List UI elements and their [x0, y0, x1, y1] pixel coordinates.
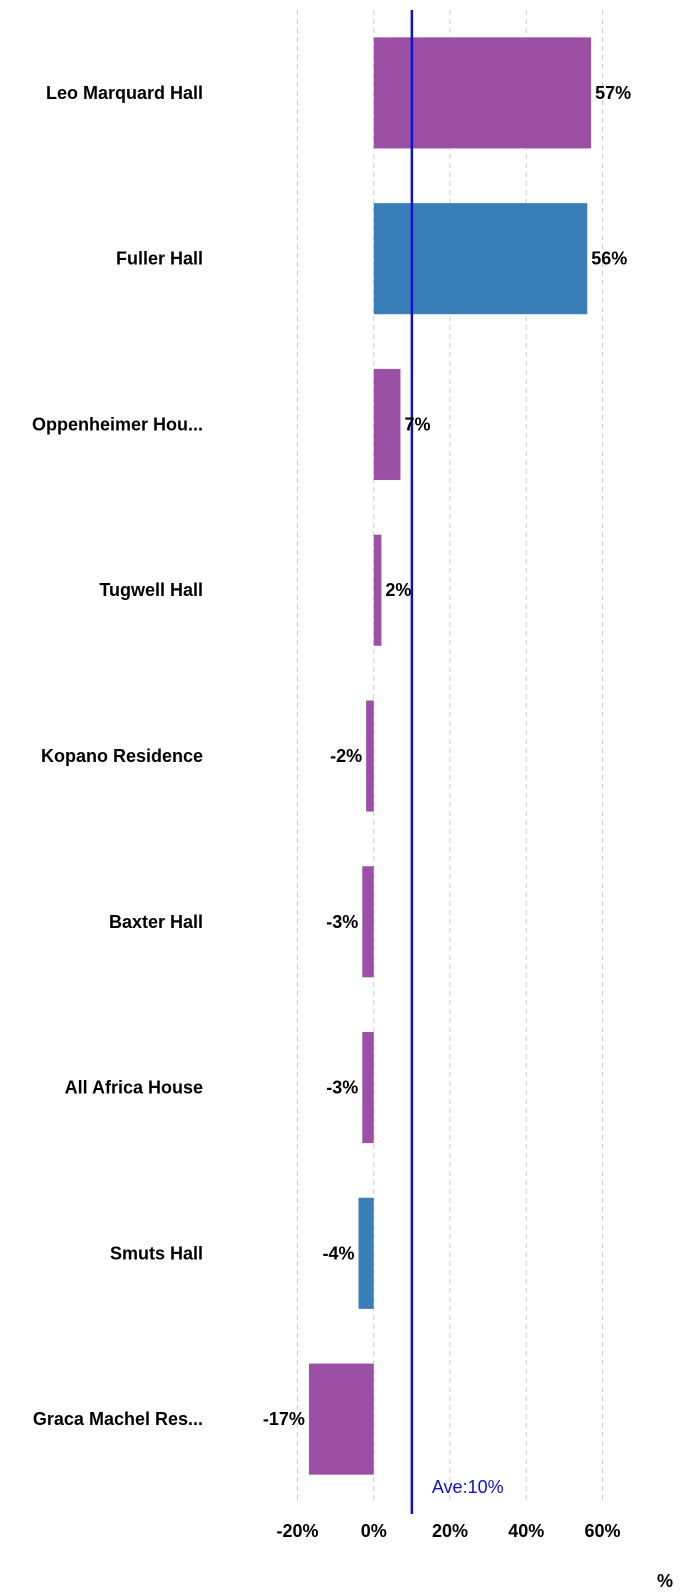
category-label: Leo Marquard Hall — [46, 83, 203, 103]
average-line-group: Ave:10% — [410, 10, 504, 1514]
x-tick-label: 20% — [432, 1521, 468, 1541]
value-label: -17% — [263, 1409, 305, 1429]
category-label: Kopano Residence — [41, 746, 203, 766]
value-label: -3% — [326, 912, 358, 932]
x-axis-ticks: -20% 0% 20% 40% 60% — [276, 1521, 620, 1541]
x-tick-label: 60% — [584, 1521, 620, 1541]
category-label: Baxter Hall — [109, 912, 203, 932]
bar — [373, 203, 588, 315]
value-label: -2% — [330, 746, 362, 766]
average-label: Ave:10% — [432, 1477, 504, 1497]
category-label: Graca Machel Res... — [33, 1409, 203, 1429]
bar — [358, 1197, 374, 1309]
value-label: -3% — [326, 1078, 358, 1098]
category-label: Fuller Hall — [116, 249, 203, 269]
x-axis-unit-label: % — [657, 1571, 673, 1591]
x-tick-label: -20% — [276, 1521, 318, 1541]
value-label: 57% — [595, 83, 631, 103]
value-label: 2% — [385, 580, 411, 600]
x-tick-label: 0% — [361, 1521, 387, 1541]
bars — [308, 37, 592, 1475]
category-label: Oppenheimer Hou... — [32, 414, 203, 434]
category-label: All Africa House — [65, 1078, 203, 1098]
bar — [366, 700, 374, 812]
bar — [362, 866, 374, 978]
category-label: Smuts Hall — [110, 1243, 203, 1263]
bar — [362, 1032, 374, 1144]
value-label: 7% — [404, 414, 430, 434]
bar — [373, 37, 592, 149]
x-tick-label: 40% — [508, 1521, 544, 1541]
bar — [308, 1363, 374, 1475]
value-label: -4% — [322, 1243, 354, 1263]
bar — [373, 368, 401, 480]
value-label: 56% — [591, 249, 627, 269]
bar — [373, 534, 382, 646]
labels: Leo Marquard Hall 57% Fuller Hall 56% Oppenh… — [32, 83, 631, 1429]
category-label: Tugwell Hall — [99, 580, 203, 600]
